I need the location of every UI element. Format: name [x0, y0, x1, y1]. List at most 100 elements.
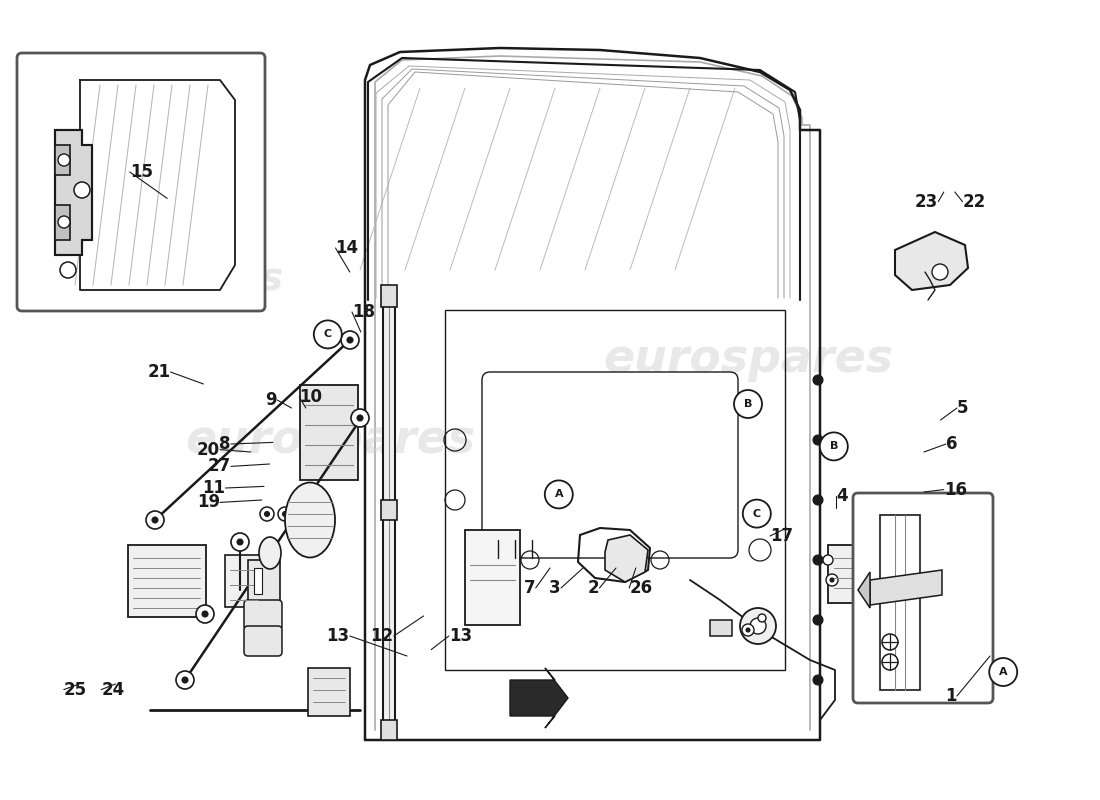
Circle shape — [882, 654, 898, 670]
Bar — [226, 555, 263, 607]
Text: 4: 4 — [836, 487, 848, 505]
Circle shape — [746, 628, 750, 632]
Circle shape — [152, 517, 158, 523]
Text: 22: 22 — [962, 193, 986, 210]
Circle shape — [826, 574, 838, 586]
Polygon shape — [55, 205, 70, 240]
Circle shape — [932, 264, 948, 280]
Bar — [254, 568, 262, 594]
Bar — [248, 560, 280, 602]
Text: eurospares: eurospares — [185, 418, 475, 462]
Bar — [828, 545, 890, 603]
Text: 24: 24 — [101, 681, 124, 698]
Polygon shape — [895, 232, 968, 290]
Circle shape — [264, 511, 270, 517]
Circle shape — [758, 614, 766, 622]
Circle shape — [351, 409, 369, 427]
FancyBboxPatch shape — [244, 600, 282, 630]
FancyBboxPatch shape — [852, 493, 993, 703]
Text: 13: 13 — [327, 627, 350, 645]
Circle shape — [346, 337, 353, 343]
Text: 6: 6 — [946, 435, 957, 453]
Bar — [465, 530, 520, 625]
FancyBboxPatch shape — [244, 626, 282, 656]
Polygon shape — [870, 570, 942, 605]
Circle shape — [882, 634, 898, 650]
Polygon shape — [858, 572, 870, 608]
Circle shape — [740, 608, 776, 644]
Text: 8: 8 — [220, 435, 231, 453]
Circle shape — [813, 495, 823, 505]
Text: 14: 14 — [336, 239, 359, 257]
Circle shape — [196, 605, 214, 623]
Circle shape — [182, 677, 188, 683]
Text: 5: 5 — [957, 399, 968, 417]
Text: 17: 17 — [770, 527, 793, 545]
Text: A: A — [999, 667, 1008, 677]
Bar — [880, 515, 920, 690]
Circle shape — [283, 511, 287, 517]
Circle shape — [300, 511, 306, 517]
Text: A: A — [554, 490, 563, 499]
Bar — [710, 620, 732, 636]
Bar — [381, 720, 397, 740]
Text: 11: 11 — [202, 479, 226, 497]
Text: 23: 23 — [915, 193, 938, 210]
Text: 7: 7 — [524, 579, 536, 597]
Circle shape — [296, 507, 310, 521]
Circle shape — [544, 480, 573, 509]
Circle shape — [830, 578, 834, 582]
Ellipse shape — [258, 537, 280, 569]
Circle shape — [813, 675, 823, 685]
Text: 21: 21 — [147, 363, 170, 381]
Circle shape — [260, 507, 274, 521]
Text: 26: 26 — [629, 579, 652, 597]
Text: 2: 2 — [587, 579, 600, 597]
Polygon shape — [55, 145, 70, 175]
Circle shape — [813, 375, 823, 385]
FancyBboxPatch shape — [16, 53, 265, 311]
Circle shape — [823, 555, 833, 565]
Text: 10: 10 — [299, 388, 322, 406]
Text: eurospares: eurospares — [603, 338, 893, 382]
Circle shape — [202, 611, 208, 617]
Polygon shape — [55, 130, 92, 255]
Text: 20: 20 — [197, 441, 220, 458]
Circle shape — [734, 390, 762, 418]
Text: C: C — [752, 509, 761, 518]
Polygon shape — [605, 535, 648, 582]
Ellipse shape — [285, 482, 336, 558]
Text: 1: 1 — [946, 687, 957, 705]
Bar — [446, 310, 785, 670]
Circle shape — [813, 555, 823, 565]
Bar — [383, 305, 395, 735]
Circle shape — [278, 507, 292, 521]
Text: eurospares: eurospares — [46, 262, 284, 298]
Text: 3: 3 — [549, 579, 561, 597]
Text: 18: 18 — [352, 303, 375, 321]
Circle shape — [989, 658, 1018, 686]
Text: 9: 9 — [265, 391, 277, 409]
Polygon shape — [510, 668, 568, 728]
Circle shape — [60, 262, 76, 278]
Circle shape — [58, 154, 70, 166]
Circle shape — [358, 415, 363, 421]
Text: 25: 25 — [64, 681, 87, 698]
Circle shape — [58, 216, 70, 228]
Circle shape — [146, 511, 164, 529]
Text: 16: 16 — [944, 481, 967, 498]
Bar — [308, 668, 350, 716]
Text: 19: 19 — [197, 494, 220, 511]
Text: 27: 27 — [208, 458, 231, 475]
Text: C: C — [323, 330, 332, 339]
Polygon shape — [300, 385, 358, 480]
Circle shape — [820, 432, 848, 461]
Circle shape — [341, 331, 359, 349]
Text: 12: 12 — [371, 627, 394, 645]
Text: 13: 13 — [449, 627, 472, 645]
Circle shape — [314, 320, 342, 349]
Circle shape — [813, 435, 823, 445]
Text: B: B — [829, 442, 838, 451]
Text: 15: 15 — [130, 163, 153, 181]
Circle shape — [74, 182, 90, 198]
